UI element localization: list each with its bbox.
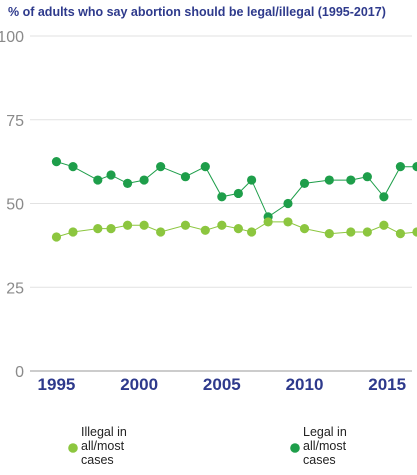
data-point-legal [122,178,133,188]
data-point-legal [106,170,116,180]
series [51,157,417,242]
data-point-illegal [324,229,334,239]
legend-label-illegal: cases [81,453,114,467]
data-point-illegal [299,224,310,234]
data-point-legal [156,162,166,172]
data-point-legal [139,175,149,185]
data-point-legal [299,178,310,188]
series-legal [51,157,417,222]
data-point-legal [233,188,243,199]
legend-marker-legal [290,443,300,453]
data-point-illegal [412,227,417,237]
legend-label-illegal: Illegal in [81,425,127,439]
y-tick-label: 0 [15,364,24,381]
data-point-legal [68,162,78,172]
data-point-legal [412,162,417,172]
x-tick-label: 2000 [120,375,158,394]
data-point-legal [379,192,389,202]
x-tick-label: 2010 [286,375,324,394]
data-point-legal [362,172,372,182]
data-point-illegal [379,220,389,230]
data-point-illegal [346,227,356,237]
data-point-illegal [362,227,372,237]
y-tick-label: 25 [6,280,24,297]
legend-label-legal: Legal in [303,425,347,439]
data-point-legal [93,175,103,185]
data-point-legal [217,192,227,202]
y-tick-label: 50 [6,197,24,214]
chart-title: % of adults who say abortion should be l… [8,5,386,19]
data-point-legal [200,162,210,172]
data-point-legal [346,175,356,185]
data-point-illegal [122,220,133,230]
data-point-illegal [217,220,227,230]
data-point-legal [180,172,191,182]
y-tick-label: 100 [0,29,24,46]
y-axis-ticks: 0 25 50 75 100 [0,29,24,381]
data-point-illegal [283,217,293,227]
data-point-illegal [200,225,210,235]
x-tick-label: 2015 [368,375,406,394]
legend-label-illegal: all/most [81,439,125,453]
data-point-illegal [263,217,273,227]
legend-label-legal: cases [303,453,336,467]
data-point-legal [246,175,257,185]
legend-label-legal: all/most [303,439,347,453]
data-point-illegal [395,229,406,239]
data-point-illegal [93,224,103,234]
data-point-illegal [68,227,78,237]
data-point-illegal [139,220,149,230]
data-point-legal [395,162,406,172]
legend-marker-illegal [68,443,78,453]
data-point-legal [283,198,293,209]
data-point-illegal [51,232,62,242]
x-axis-ticks: 1995 2000 2005 2010 2015 [38,375,407,394]
x-tick-label: 1995 [38,375,76,394]
data-point-legal [51,157,62,167]
data-point-illegal [246,227,257,237]
data-point-illegal [106,224,116,234]
x-tick-label: 2005 [203,375,241,394]
series-illegal [51,217,417,242]
grid [30,35,412,372]
data-point-legal [324,175,334,185]
y-tick-label: 75 [6,113,24,130]
data-point-illegal [156,227,166,237]
data-point-illegal [233,224,243,234]
data-point-illegal [180,220,191,230]
